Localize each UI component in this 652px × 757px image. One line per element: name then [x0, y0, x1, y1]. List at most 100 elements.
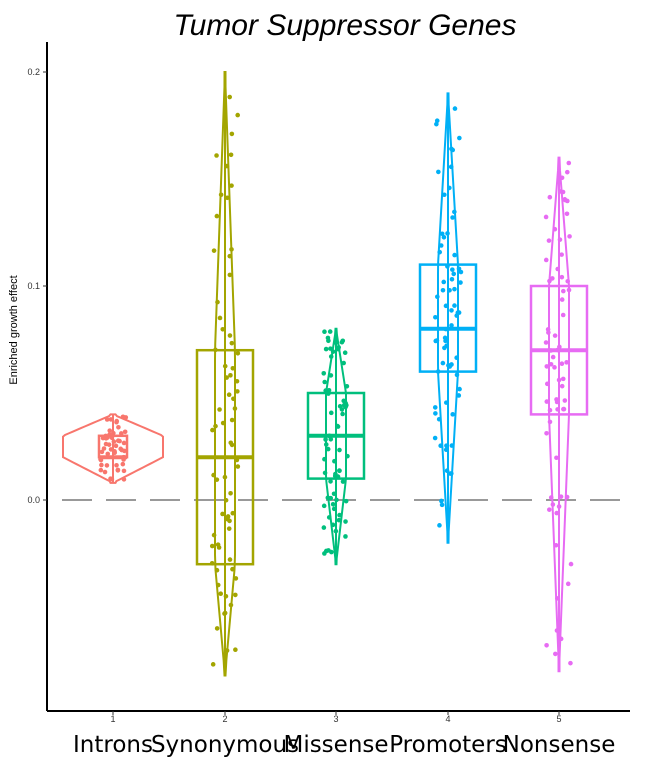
data-point: [345, 453, 350, 459]
data-point: [233, 592, 238, 598]
data-point: [225, 514, 231, 519]
data-point: [341, 360, 346, 366]
data-point: [229, 247, 234, 252]
data-point: [112, 450, 117, 456]
data-point: [327, 329, 333, 334]
data-point: [326, 387, 332, 393]
data-point: [322, 329, 327, 335]
data-point: [452, 286, 457, 292]
data-point: [211, 532, 217, 538]
data-point: [456, 266, 462, 272]
data-point: [103, 441, 109, 447]
data-point: [554, 628, 560, 633]
data-point: [543, 340, 549, 345]
data-point: [439, 231, 445, 237]
data-point: [451, 271, 457, 277]
data-point: [334, 497, 339, 503]
data-point: [458, 280, 463, 285]
data-point: [550, 502, 556, 507]
data-point: [547, 407, 553, 413]
data-point: [559, 383, 565, 389]
data-point: [326, 338, 331, 344]
data-point: [452, 303, 457, 308]
data-point: [336, 517, 342, 523]
data-point: [215, 542, 221, 547]
data-point: [344, 383, 350, 389]
data-point: [215, 299, 220, 305]
data-point: [227, 272, 233, 278]
data-point: [104, 463, 110, 468]
data-point: [446, 363, 451, 368]
data-point: [121, 477, 127, 482]
data-point: [121, 440, 127, 446]
data-point: [555, 266, 561, 272]
data-point: [456, 393, 462, 398]
data-point: [448, 164, 454, 170]
data-point: [224, 163, 230, 169]
data-point: [217, 315, 223, 321]
data-point: [558, 636, 564, 642]
data-point: [452, 252, 457, 258]
data-point: [218, 591, 224, 597]
data-point: [433, 411, 438, 416]
data-point: [337, 512, 342, 518]
data-point: [228, 491, 233, 496]
data-point: [433, 338, 439, 344]
data-point: [331, 491, 337, 497]
data-point: [565, 278, 571, 284]
x-tick-label: 4: [445, 714, 450, 724]
data-point: [328, 354, 334, 359]
data-point: [449, 276, 455, 282]
data-point: [450, 147, 456, 153]
data-point: [98, 467, 104, 473]
data-point: [116, 425, 121, 430]
data-point: [229, 417, 235, 423]
data-point: [433, 314, 438, 320]
data-point: [441, 234, 447, 240]
data-point: [558, 494, 564, 499]
x-tick-label: 3: [333, 714, 338, 724]
data-point: [209, 543, 215, 549]
data-point: [439, 498, 444, 504]
y-tick-label: 0.2: [27, 67, 40, 77]
data-point: [214, 567, 220, 573]
data-point: [543, 257, 549, 263]
data-point: [566, 287, 572, 293]
box-group-missense: [306, 327, 366, 566]
data-point: [342, 350, 348, 356]
data-point: [544, 381, 550, 387]
data-point: [547, 419, 553, 425]
data-point: [229, 183, 234, 188]
data-point: [557, 237, 563, 242]
data-point: [120, 461, 126, 467]
data-point: [233, 576, 239, 581]
data-point: [552, 333, 558, 338]
data-point: [436, 416, 442, 422]
data-point: [228, 152, 234, 158]
data-point: [547, 507, 552, 512]
data-point: [211, 472, 216, 478]
data-point: [226, 526, 232, 531]
data-point: [544, 364, 550, 369]
data-point: [565, 581, 571, 587]
box-group-nonsense: [529, 156, 589, 673]
data-point: [552, 365, 557, 370]
box-group-introns: [62, 413, 164, 484]
data-point: [548, 361, 554, 367]
data-point: [231, 396, 236, 402]
data-point: [224, 375, 229, 380]
data-point: [111, 430, 116, 436]
data-point: [323, 388, 328, 393]
data-point: [343, 519, 348, 524]
data-point: [344, 403, 349, 408]
data-point: [545, 327, 551, 332]
x-tick-label: 2: [222, 714, 227, 724]
data-point: [448, 471, 453, 476]
data-point: [564, 169, 570, 175]
data-point: [454, 372, 460, 378]
data-point: [337, 447, 342, 453]
violin-outline: [62, 413, 164, 484]
data-point: [215, 582, 221, 588]
data-point: [550, 354, 556, 360]
